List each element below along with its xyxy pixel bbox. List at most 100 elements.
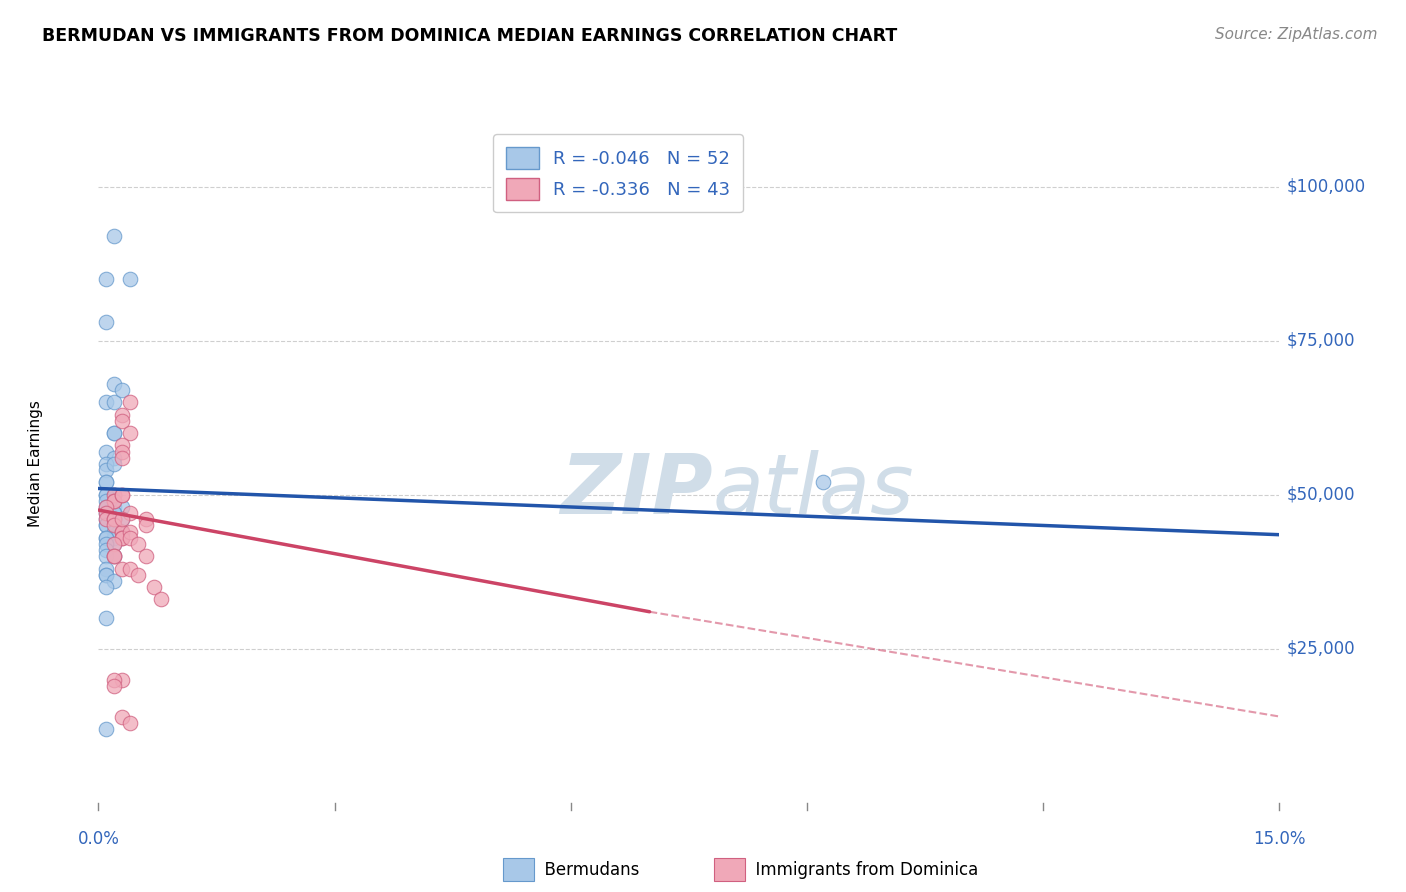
Point xyxy=(103,549,125,564)
Point xyxy=(103,506,125,520)
Point xyxy=(135,518,157,533)
Point xyxy=(111,444,134,458)
Point xyxy=(96,531,118,545)
Point xyxy=(96,457,118,471)
Point xyxy=(111,450,134,465)
Point xyxy=(111,512,134,526)
Point xyxy=(103,488,125,502)
Legend: R = -0.046   N = 52, R = -0.336   N = 43: R = -0.046 N = 52, R = -0.336 N = 43 xyxy=(494,134,742,212)
Point xyxy=(96,518,118,533)
Text: ZIP: ZIP xyxy=(560,450,713,532)
Point xyxy=(96,722,118,736)
Point xyxy=(103,512,125,526)
Point xyxy=(96,493,118,508)
Point xyxy=(103,493,125,508)
Text: 0.0%: 0.0% xyxy=(77,830,120,847)
Point xyxy=(127,537,149,551)
Text: Source: ZipAtlas.com: Source: ZipAtlas.com xyxy=(1215,27,1378,42)
Point xyxy=(135,549,157,564)
Text: $50,000: $50,000 xyxy=(1286,485,1355,504)
Point xyxy=(96,549,118,564)
Point xyxy=(103,425,125,440)
Point xyxy=(96,512,118,526)
Point xyxy=(96,518,118,533)
Point xyxy=(96,506,118,520)
Point xyxy=(111,408,134,422)
Text: atlas: atlas xyxy=(713,450,914,532)
Point xyxy=(111,414,134,428)
Point xyxy=(111,488,134,502)
Text: Median Earnings: Median Earnings xyxy=(28,401,42,527)
Point xyxy=(96,444,118,458)
Point xyxy=(96,395,118,409)
Point xyxy=(96,580,118,594)
Point xyxy=(118,524,141,539)
Point xyxy=(103,500,125,514)
Point xyxy=(103,549,125,564)
Point xyxy=(103,531,125,545)
Point xyxy=(103,537,125,551)
Text: BERMUDAN VS IMMIGRANTS FROM DOMINICA MEDIAN EARNINGS CORRELATION CHART: BERMUDAN VS IMMIGRANTS FROM DOMINICA MED… xyxy=(42,27,897,45)
Point xyxy=(103,425,125,440)
Point xyxy=(103,376,125,391)
Text: $100,000: $100,000 xyxy=(1286,178,1365,195)
Point xyxy=(103,679,125,693)
Point xyxy=(96,272,118,286)
Text: Bermudans: Bermudans xyxy=(534,861,640,879)
Point xyxy=(103,524,125,539)
Point xyxy=(103,537,125,551)
Point xyxy=(103,506,125,520)
Point xyxy=(96,531,118,545)
Point xyxy=(103,518,125,533)
Point xyxy=(96,315,118,329)
Point xyxy=(96,611,118,625)
Point xyxy=(111,500,134,514)
Point xyxy=(135,512,157,526)
Point xyxy=(118,395,141,409)
Point xyxy=(96,561,118,575)
Point xyxy=(111,438,134,452)
Point xyxy=(103,395,125,409)
Point xyxy=(118,531,141,545)
Point xyxy=(111,561,134,575)
Point xyxy=(118,561,141,575)
Point xyxy=(111,524,134,539)
Point xyxy=(96,500,118,514)
Point xyxy=(96,500,118,514)
Point xyxy=(103,488,125,502)
Point xyxy=(111,524,134,539)
Point xyxy=(96,488,118,502)
Point xyxy=(103,450,125,465)
Point xyxy=(103,228,125,243)
Point xyxy=(103,512,125,526)
Point xyxy=(103,488,125,502)
Point xyxy=(142,580,165,594)
Point xyxy=(111,673,134,687)
Point xyxy=(103,549,125,564)
Point xyxy=(118,272,141,286)
Point xyxy=(96,537,118,551)
Point xyxy=(811,475,834,490)
Point xyxy=(103,673,125,687)
Text: $75,000: $75,000 xyxy=(1286,332,1355,350)
Point xyxy=(111,531,134,545)
Text: 15.0%: 15.0% xyxy=(1253,830,1306,847)
Point xyxy=(103,574,125,588)
Point xyxy=(96,475,118,490)
Point xyxy=(96,475,118,490)
Point xyxy=(111,531,134,545)
Point xyxy=(96,512,118,526)
Point xyxy=(96,463,118,477)
Point xyxy=(96,543,118,558)
Text: Immigrants from Dominica: Immigrants from Dominica xyxy=(745,861,979,879)
Point xyxy=(96,488,118,502)
Point xyxy=(118,425,141,440)
Point xyxy=(103,518,125,533)
Point xyxy=(96,567,118,582)
Point xyxy=(118,506,141,520)
Point xyxy=(96,506,118,520)
Point xyxy=(103,457,125,471)
Point xyxy=(96,567,118,582)
Point xyxy=(111,383,134,397)
Point xyxy=(111,709,134,723)
